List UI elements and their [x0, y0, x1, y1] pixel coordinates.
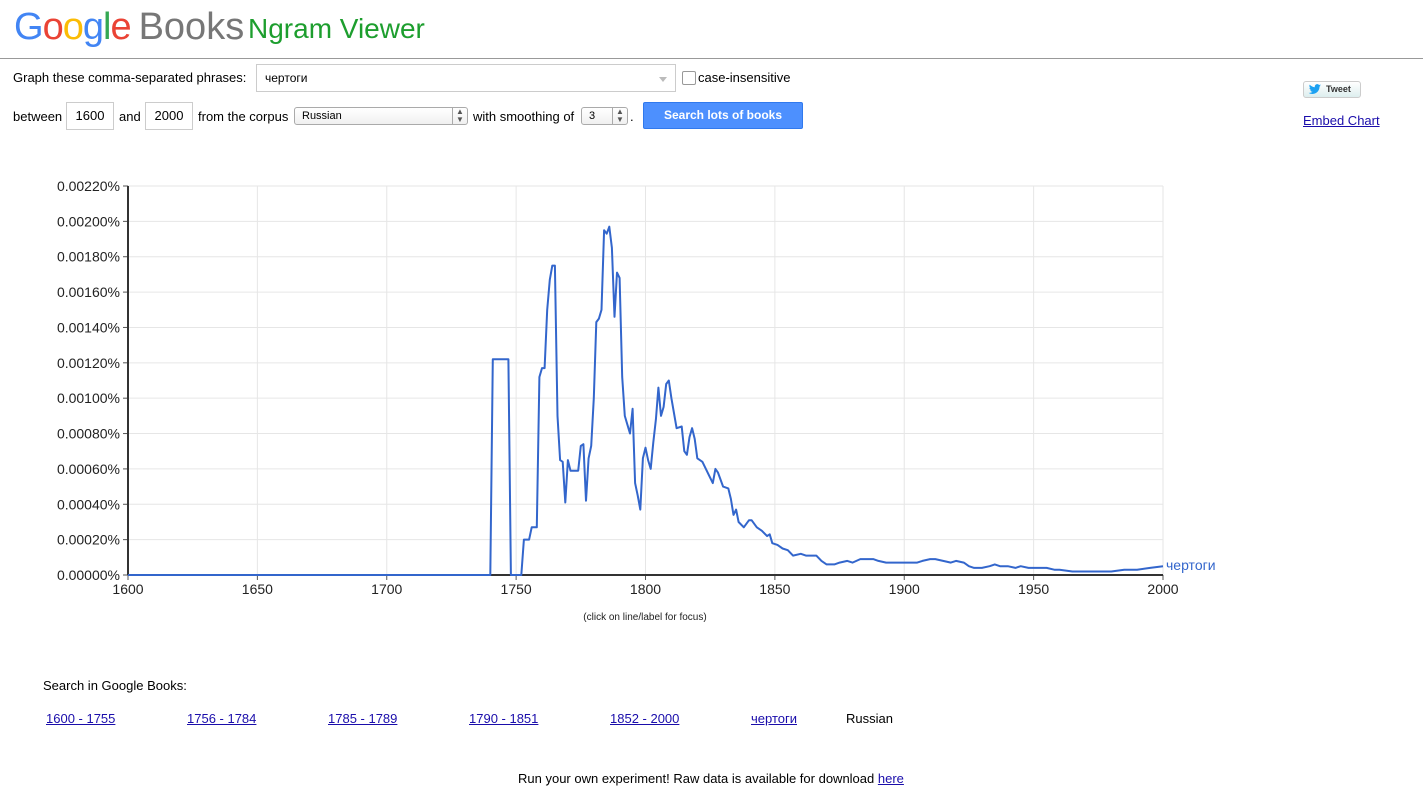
- logo-letter: l: [102, 6, 112, 48]
- logo-letter: G: [14, 6, 44, 48]
- search-range-link[interactable]: 1785 - 1789: [328, 711, 398, 726]
- select-arrows-icon: ▲ ▼: [452, 108, 467, 124]
- case-insensitive-label[interactable]: case-insensitive: [698, 70, 791, 85]
- period-text: .: [630, 109, 634, 124]
- y-tick-label: 0.00140%: [57, 319, 120, 335]
- series-label[interactable]: чертоги: [1166, 557, 1216, 573]
- embed-chart-link[interactable]: Embed Chart: [1303, 113, 1380, 128]
- x-tick-label: 1950: [1018, 581, 1049, 597]
- logo-letter: e: [110, 6, 131, 48]
- x-tick-label: 1900: [889, 581, 920, 597]
- x-tick-label: 1650: [242, 581, 273, 597]
- search-button[interactable]: Search lots of books: [643, 102, 803, 129]
- raw-data-link[interactable]: here: [877, 771, 904, 786]
- and-label: and: [119, 109, 141, 124]
- page-title: Ngram Viewer: [248, 13, 425, 44]
- phrases-input[interactable]: чертоги: [256, 64, 676, 92]
- y-tick-label: 0.00120%: [57, 355, 120, 371]
- between-label: between: [13, 109, 63, 124]
- footer-message: Run your own experiment! Raw data is ava…: [518, 771, 878, 786]
- smoothing-value: 3: [589, 110, 596, 122]
- smoothing-label: with smoothing of: [473, 109, 575, 124]
- y-tick-label: 0.00200%: [57, 213, 120, 229]
- end-year-input[interactable]: 2000: [145, 102, 193, 130]
- search-range-link[interactable]: 1756 - 1784: [187, 711, 257, 726]
- phrases-label: Graph these comma-separated phrases:: [13, 70, 247, 85]
- x-tick-label: 2000: [1147, 581, 1178, 597]
- y-tick-label: 0.00180%: [57, 249, 120, 265]
- case-insensitive-checkbox[interactable]: [682, 71, 696, 85]
- x-axis-ticks: 1600 1650 1700 1750 1800 1850 1900 1950 2000: [112, 575, 1179, 597]
- x-tick-label: 1750: [501, 581, 532, 597]
- select-arrows-icon: ▲ ▼: [612, 108, 627, 124]
- search-phrase-link[interactable]: чертоги: [751, 711, 797, 726]
- tweet-button[interactable]: Tweet: [1303, 81, 1361, 98]
- x-tick-label: 1850: [759, 581, 790, 597]
- header: Google Books Ngram Viewer: [0, 0, 1423, 59]
- corpus-label: from the corpus: [198, 109, 289, 124]
- y-tick-label: 0.00020%: [57, 532, 120, 548]
- chart-grid: [127, 185, 1164, 576]
- tweet-label: Tweet: [1326, 84, 1351, 94]
- y-tick-label: 0.00100%: [57, 390, 120, 406]
- x-tick-label: 1600: [112, 581, 143, 597]
- y-tick-label: 0.00000%: [57, 567, 120, 583]
- logo-letter: o: [42, 6, 64, 48]
- twitter-bird-icon: [1308, 84, 1322, 94]
- chart-hint: (click on line/label for focus): [583, 612, 706, 623]
- y-tick-label: 0.00060%: [57, 461, 120, 477]
- x-tick-label: 1800: [630, 581, 661, 597]
- y-axis-ticks: 0.00000% 0.00020% 0.00040% 0.00060% 0.00080%…: [57, 178, 128, 583]
- logo-letter: g: [82, 6, 104, 48]
- series-line[interactable]: [128, 225, 1164, 576]
- google-books-logo[interactable]: Google Books: [14, 6, 244, 49]
- search-range-link[interactable]: 1852 - 2000: [610, 711, 680, 726]
- search-range-link[interactable]: 1790 - 1851: [469, 711, 539, 726]
- y-tick-label: 0.00220%: [57, 178, 120, 194]
- logo-letter: o: [62, 6, 84, 48]
- search-corpus-label: Russian: [846, 711, 893, 726]
- start-year-input[interactable]: 1600: [66, 102, 114, 130]
- y-tick-label: 0.00160%: [57, 284, 120, 300]
- phrases-value: чертоги: [265, 71, 308, 85]
- y-tick-label: 0.00040%: [57, 496, 120, 512]
- x-tick-label: 1700: [371, 581, 402, 597]
- corpus-value: Russian: [302, 110, 342, 122]
- dropdown-arrow-icon: [659, 77, 667, 82]
- chart-series[interactable]: чертоги: [128, 225, 1216, 576]
- search-range-link[interactable]: 1600 - 1755: [46, 711, 116, 726]
- ngram-chart[interactable]: 0.00000% 0.00020% 0.00040% 0.00060% 0.00080%…: [0, 160, 1423, 630]
- footer-text: Run your own experiment! Raw data is ava…: [518, 771, 904, 786]
- smoothing-select[interactable]: 3 ▲ ▼: [581, 107, 628, 125]
- logo-books: Books: [138, 6, 245, 48]
- corpus-select[interactable]: Russian ▲ ▼: [294, 107, 468, 125]
- y-tick-label: 0.00080%: [57, 426, 120, 442]
- search-in-label: Search in Google Books:: [43, 678, 187, 693]
